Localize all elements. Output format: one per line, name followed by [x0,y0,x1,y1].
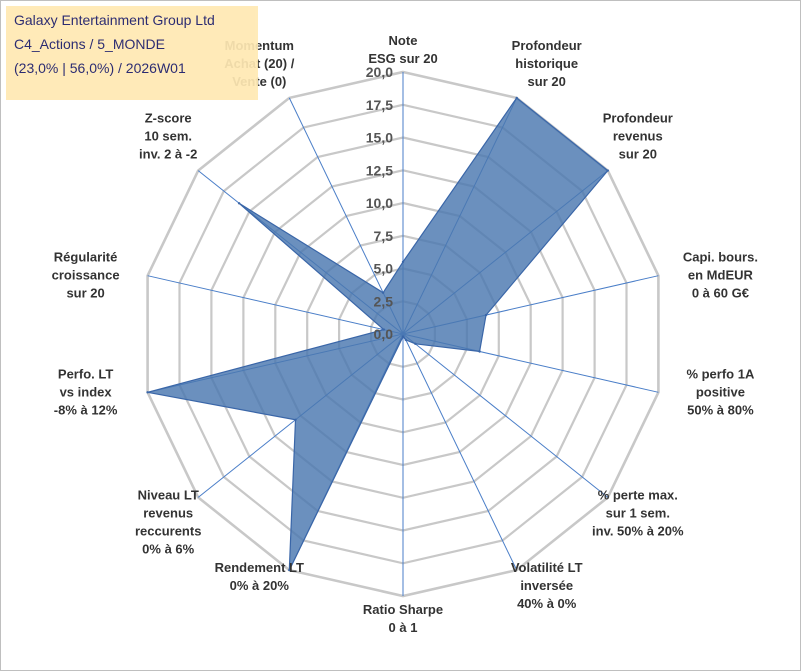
axis-label: Profondeur revenus sur 20 [603,111,673,162]
data-point [401,335,405,338]
tick-label: 15,0 [366,130,393,146]
info-box: Galaxy Entertainment Group Ltd C4_Action… [6,6,258,100]
axis-label-line: 40% à 0% [517,596,577,611]
axis-label-line: 0% à 6% [142,541,194,556]
axis-label: Profondeur historique sur 20 [512,38,582,89]
axis-label-line: 0 à 60 G€ [692,286,749,301]
axis-label: Ratio Sharpe 0 à 1 [363,602,443,635]
axis-label-line: Profondeur [512,38,582,53]
axis-label: Note ESG sur 20 [368,33,437,66]
data-point [515,96,518,100]
tick-label: 7,5 [374,228,394,244]
axis-spoke [402,333,518,571]
axis-label-line: vs index [60,384,113,399]
axis-label-line: inv. 2 à -2 [139,147,197,162]
axis-label-line: inv. 50% à 20% [592,523,684,538]
tick-label: 10,0 [366,195,393,211]
tick-label: 17,5 [366,97,393,113]
axis-label-line: positive [696,384,745,399]
data-point [478,350,481,353]
company-name: Galaxy Entertainment Group Ltd [14,12,215,28]
axis-label-line: croissance [52,268,120,283]
data-point [237,202,241,205]
axis-label-line: Profondeur [603,111,673,126]
data-point [404,338,407,342]
data-point [484,313,488,317]
axis-label: Rendement LT 0% à 20% [215,560,304,593]
tick-label: 12,5 [366,162,393,178]
axis-label-line: Régularité [54,250,118,265]
axis-label-line: Capi. bours. [683,250,758,265]
data-point [414,342,417,345]
axis-label-line: sur 1 sem. [606,505,670,520]
axis-label-line: en MdEUR [688,268,754,283]
axis-label-line: Niveau LT [138,487,199,502]
axis-label-line: 10 sem. [144,129,192,144]
axis-label-line: reccurents [135,523,201,538]
axis-label-line: Volatilité LT [511,560,583,575]
axis-label: % perfo 1A positive 50% à 80% [686,366,755,417]
axis-label: % perte max. sur 1 sem. inv. 50% à 20% [592,487,684,538]
axis-label-line: 50% à 80% [687,402,754,417]
axis-label: Z-score 10 sem. inv. 2 à -2 [139,111,197,162]
axis-label-line: Rendement LT [215,560,304,575]
data-point [381,291,385,294]
axis-label-line: ESG sur 20 [368,51,437,66]
axis-label-line: Note [389,33,418,48]
tick-label: 20,0 [366,64,393,80]
axis-label-line: inversée [520,578,573,593]
axis-label-line: 0 à 1 [389,620,418,635]
axis-label-line: sur 20 [528,74,566,89]
axis-label-line: % perfo 1A [686,366,755,381]
axis-label: Volatilité LT inversée 40% à 0% [511,560,583,611]
category-label: C4_Actions / 5_MONDE [14,36,165,52]
axis-label: Niveau LT revenus reccurents 0% à 6% [135,487,201,556]
axis-spoke [402,333,609,498]
axis-spoke [147,275,404,335]
axis-label: Régularité croissance sur 20 [52,250,120,301]
axis-label-line: Ratio Sharpe [363,602,443,617]
axis-label-line: historique [515,56,578,71]
data-point [382,328,385,331]
axis-label: Perfo. LT vs index -8% à 12% [54,366,118,417]
axis-label-line: sur 20 [619,147,657,162]
data-point [294,418,297,421]
data-point [146,391,149,394]
axis-label-line: Perfo. LT [58,366,113,381]
axis-label-line: sur 20 [66,286,104,301]
ratio-label: (23,0% | 56,0%) / 2026W01 [14,60,186,76]
tick-label: 0,0 [374,326,394,342]
axis-label-line: -8% à 12% [54,402,118,417]
axis-label-line: % perte max. [598,487,678,502]
axis-label-line: Z-score [145,111,192,126]
axis-label-line: revenus [613,129,663,144]
data-point [606,169,609,172]
data-point [288,568,291,572]
data-point [401,260,405,264]
axis-label: Capi. bours. en MdEUR 0 à 60 G€ [683,250,758,301]
axis-label-line: 0% à 20% [230,578,290,593]
tick-label: 5,0 [374,261,394,277]
axis-label-line: revenus [143,505,193,520]
tick-label: 2,5 [374,293,394,309]
